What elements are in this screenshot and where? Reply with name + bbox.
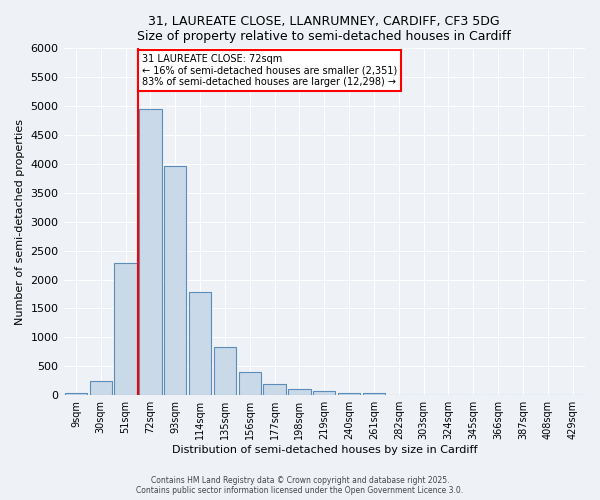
Bar <box>65 394 87 395</box>
Bar <box>89 381 112 395</box>
Y-axis label: Number of semi-detached properties: Number of semi-detached properties <box>15 119 25 325</box>
Bar <box>214 346 236 395</box>
Bar <box>313 392 335 395</box>
Text: Contains HM Land Registry data © Crown copyright and database right 2025.
Contai: Contains HM Land Registry data © Crown c… <box>136 476 464 495</box>
Bar <box>164 166 187 395</box>
Title: 31, LAUREATE CLOSE, LLANRUMNEY, CARDIFF, CF3 5DG
Size of property relative to se: 31, LAUREATE CLOSE, LLANRUMNEY, CARDIFF,… <box>137 15 511 43</box>
Text: 31 LAUREATE CLOSE: 72sqm
← 16% of semi-detached houses are smaller (2,351)
83% o: 31 LAUREATE CLOSE: 72sqm ← 16% of semi-d… <box>142 54 397 88</box>
Bar <box>288 389 311 395</box>
Bar <box>189 292 211 395</box>
Bar <box>139 109 161 395</box>
X-axis label: Distribution of semi-detached houses by size in Cardiff: Distribution of semi-detached houses by … <box>172 445 477 455</box>
Bar <box>338 392 360 395</box>
Bar <box>115 264 137 395</box>
Bar <box>363 394 385 395</box>
Bar <box>239 372 261 395</box>
Bar <box>263 384 286 395</box>
